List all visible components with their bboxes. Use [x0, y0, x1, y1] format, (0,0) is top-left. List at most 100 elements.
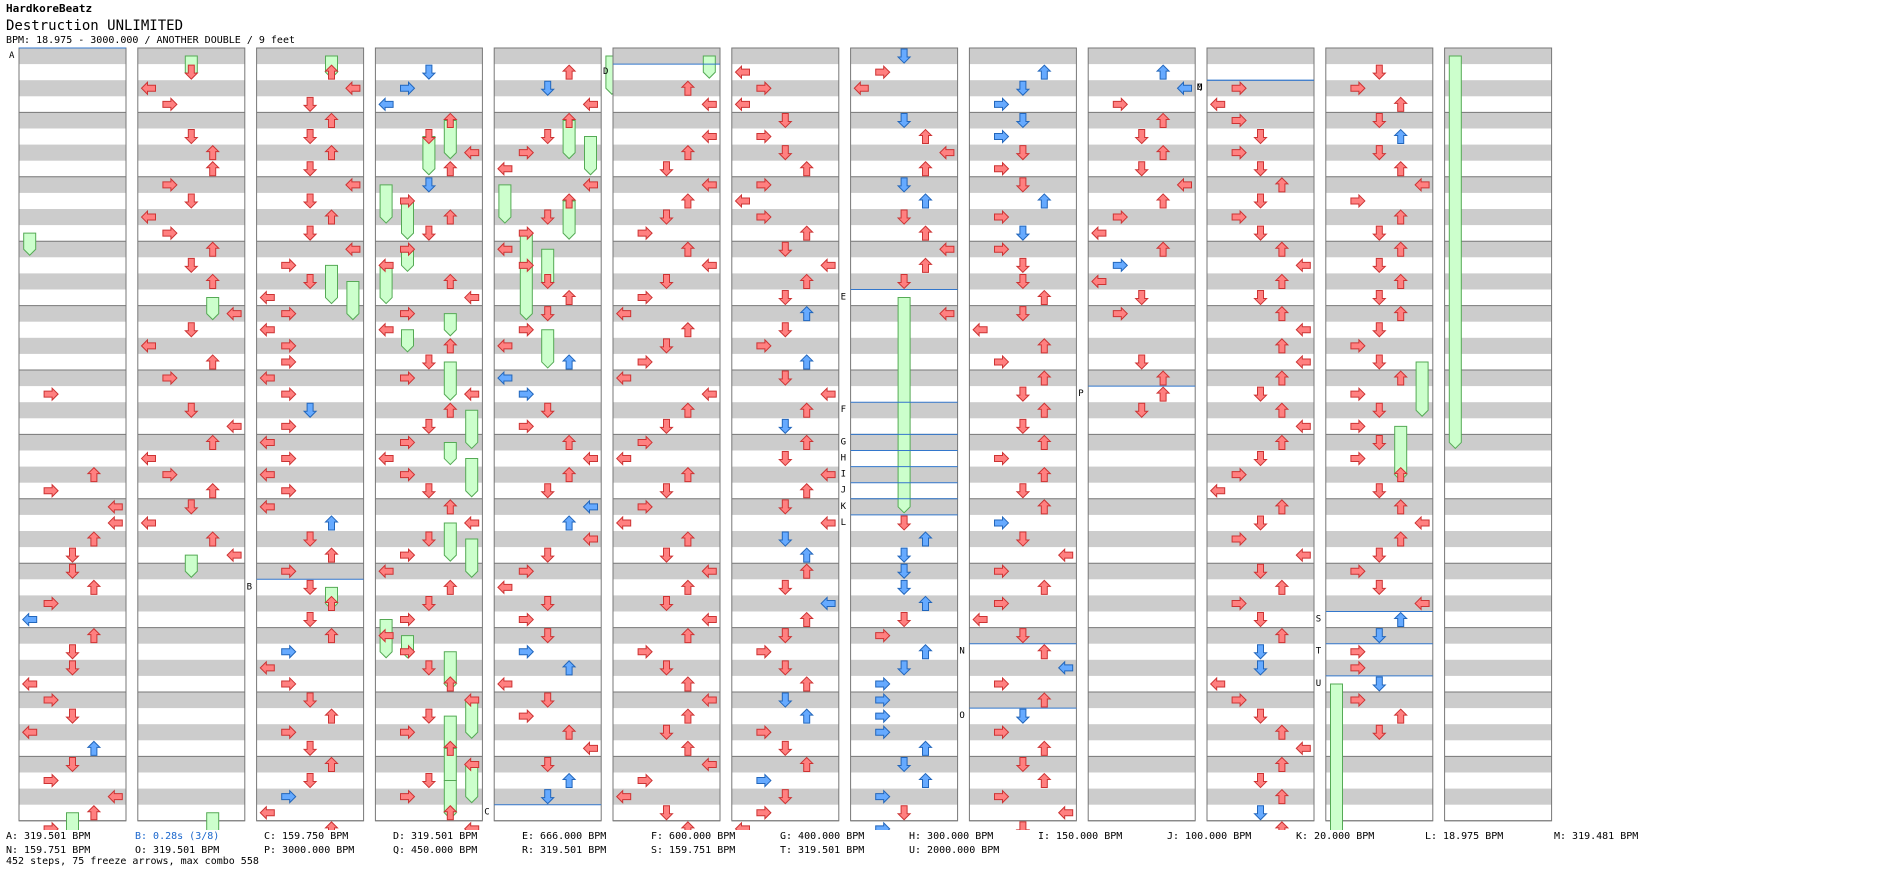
- chart-column: D: [603, 47, 721, 830]
- step-arrow: [540, 80, 555, 96]
- step-arrow: [561, 466, 577, 483]
- legend-entry: O: 319.501 BPM: [135, 845, 220, 856]
- step-arrow: [1253, 805, 1268, 821]
- step-arrow: [896, 660, 912, 676]
- step-arrow: [1350, 564, 1366, 579]
- step-arrow: [1015, 80, 1031, 96]
- beat-stripe: [375, 48, 483, 65]
- step-arrow: [400, 547, 416, 563]
- beat-stripe: [1444, 692, 1552, 709]
- step-arrow: [918, 531, 933, 547]
- step-arrow: [400, 789, 416, 804]
- step-arrow: [972, 612, 988, 627]
- step-arrow: [561, 289, 577, 306]
- beat-stripe: [137, 241, 245, 258]
- step-arrow: [778, 531, 793, 547]
- beat-stripe: [137, 176, 245, 193]
- chart-column: NO: [959, 47, 1077, 830]
- step-arrow: [1231, 81, 1247, 96]
- step-arrow: [778, 789, 793, 805]
- step-arrow: [994, 725, 1010, 740]
- step-arrow: [184, 257, 199, 274]
- beat-stripe: [731, 273, 839, 290]
- step-arrow: [972, 322, 988, 337]
- beat-stripe: [1444, 112, 1552, 129]
- step-arrow: [205, 483, 220, 499]
- freeze-arrow: [66, 812, 79, 830]
- step-arrow: [205, 241, 220, 257]
- legend-entry: P: 3000.000 BPM: [264, 845, 355, 856]
- step-arrow: [1253, 708, 1268, 724]
- step-arrow: [1372, 579, 1387, 596]
- step-arrow: [518, 419, 535, 434]
- step-arrow: [896, 273, 912, 290]
- step-arrow: [1295, 354, 1311, 370]
- beat-stripe: [731, 724, 839, 741]
- step-arrow: [875, 64, 891, 80]
- step-arrow: [680, 241, 696, 257]
- step-arrow: [259, 322, 275, 337]
- step-arrow: [1015, 273, 1031, 290]
- beat-stripe: [1088, 692, 1196, 709]
- beat-stripe: [19, 434, 126, 451]
- bpm-change-label: C: [484, 808, 489, 818]
- step-arrow: [1037, 338, 1052, 354]
- beat-stripe: [256, 176, 364, 193]
- step-arrow: [561, 515, 577, 531]
- chart-column: A: [9, 47, 127, 830]
- step-arrow: [205, 273, 220, 289]
- beat-stripe: [1207, 466, 1314, 483]
- step-arrow: [734, 97, 750, 112]
- step-arrow: [421, 354, 437, 370]
- step-arrow: [540, 483, 555, 499]
- step-arrow: [1372, 257, 1387, 274]
- step-arrow: [778, 418, 793, 435]
- beat-stripe: [969, 209, 1077, 226]
- step-arrow: [302, 193, 318, 209]
- step-arrow: [875, 628, 891, 643]
- step-arrow: [259, 499, 275, 515]
- beat-stripe: [137, 337, 245, 354]
- beat-stripe: [731, 176, 839, 193]
- beat-stripe: [137, 692, 245, 709]
- step-arrow: [443, 161, 458, 177]
- beat-stripe: [375, 337, 483, 354]
- step-arrow: [994, 129, 1010, 144]
- step-arrow: [1037, 772, 1052, 789]
- column-border: [256, 47, 365, 822]
- bpm-change-label: F: [841, 405, 846, 415]
- step-arrow: [421, 595, 437, 612]
- beat-stripe: [613, 144, 720, 161]
- beat-stripe: [19, 337, 126, 354]
- beat-stripe: [969, 724, 1077, 741]
- beat-stripe: [1088, 144, 1196, 161]
- step-arrow: [281, 564, 297, 579]
- beat-stripe: [1444, 595, 1552, 612]
- step-arrow: [443, 273, 458, 289]
- step-arrow: [799, 708, 814, 724]
- step-arrow: [756, 177, 772, 193]
- step-arrow: [259, 370, 275, 386]
- step-arrow: [799, 434, 814, 450]
- step-arrow: [778, 499, 793, 515]
- step-arrow: [659, 483, 674, 499]
- step-arrow: [65, 660, 80, 676]
- step-arrow: [107, 515, 123, 531]
- freeze-arrow: [325, 264, 338, 305]
- step-arrow: [1274, 579, 1290, 595]
- step-arrow: [1350, 419, 1366, 434]
- step-arrow: [1372, 676, 1387, 692]
- step-arrow: [1274, 756, 1290, 772]
- beat-stripe: [613, 80, 720, 97]
- bpm-change-label: G: [841, 437, 846, 447]
- step-arrow: [324, 112, 339, 128]
- step-arrow: [561, 112, 577, 128]
- step-arrow: [302, 612, 318, 628]
- step-arrow: [302, 773, 318, 789]
- beat-stripe: [613, 531, 720, 548]
- freeze-arrow: [562, 119, 576, 160]
- freeze-arrow: [562, 200, 576, 240]
- beat-stripe: [1088, 563, 1196, 580]
- legend-entry: F: 600.000 BPM: [651, 831, 736, 842]
